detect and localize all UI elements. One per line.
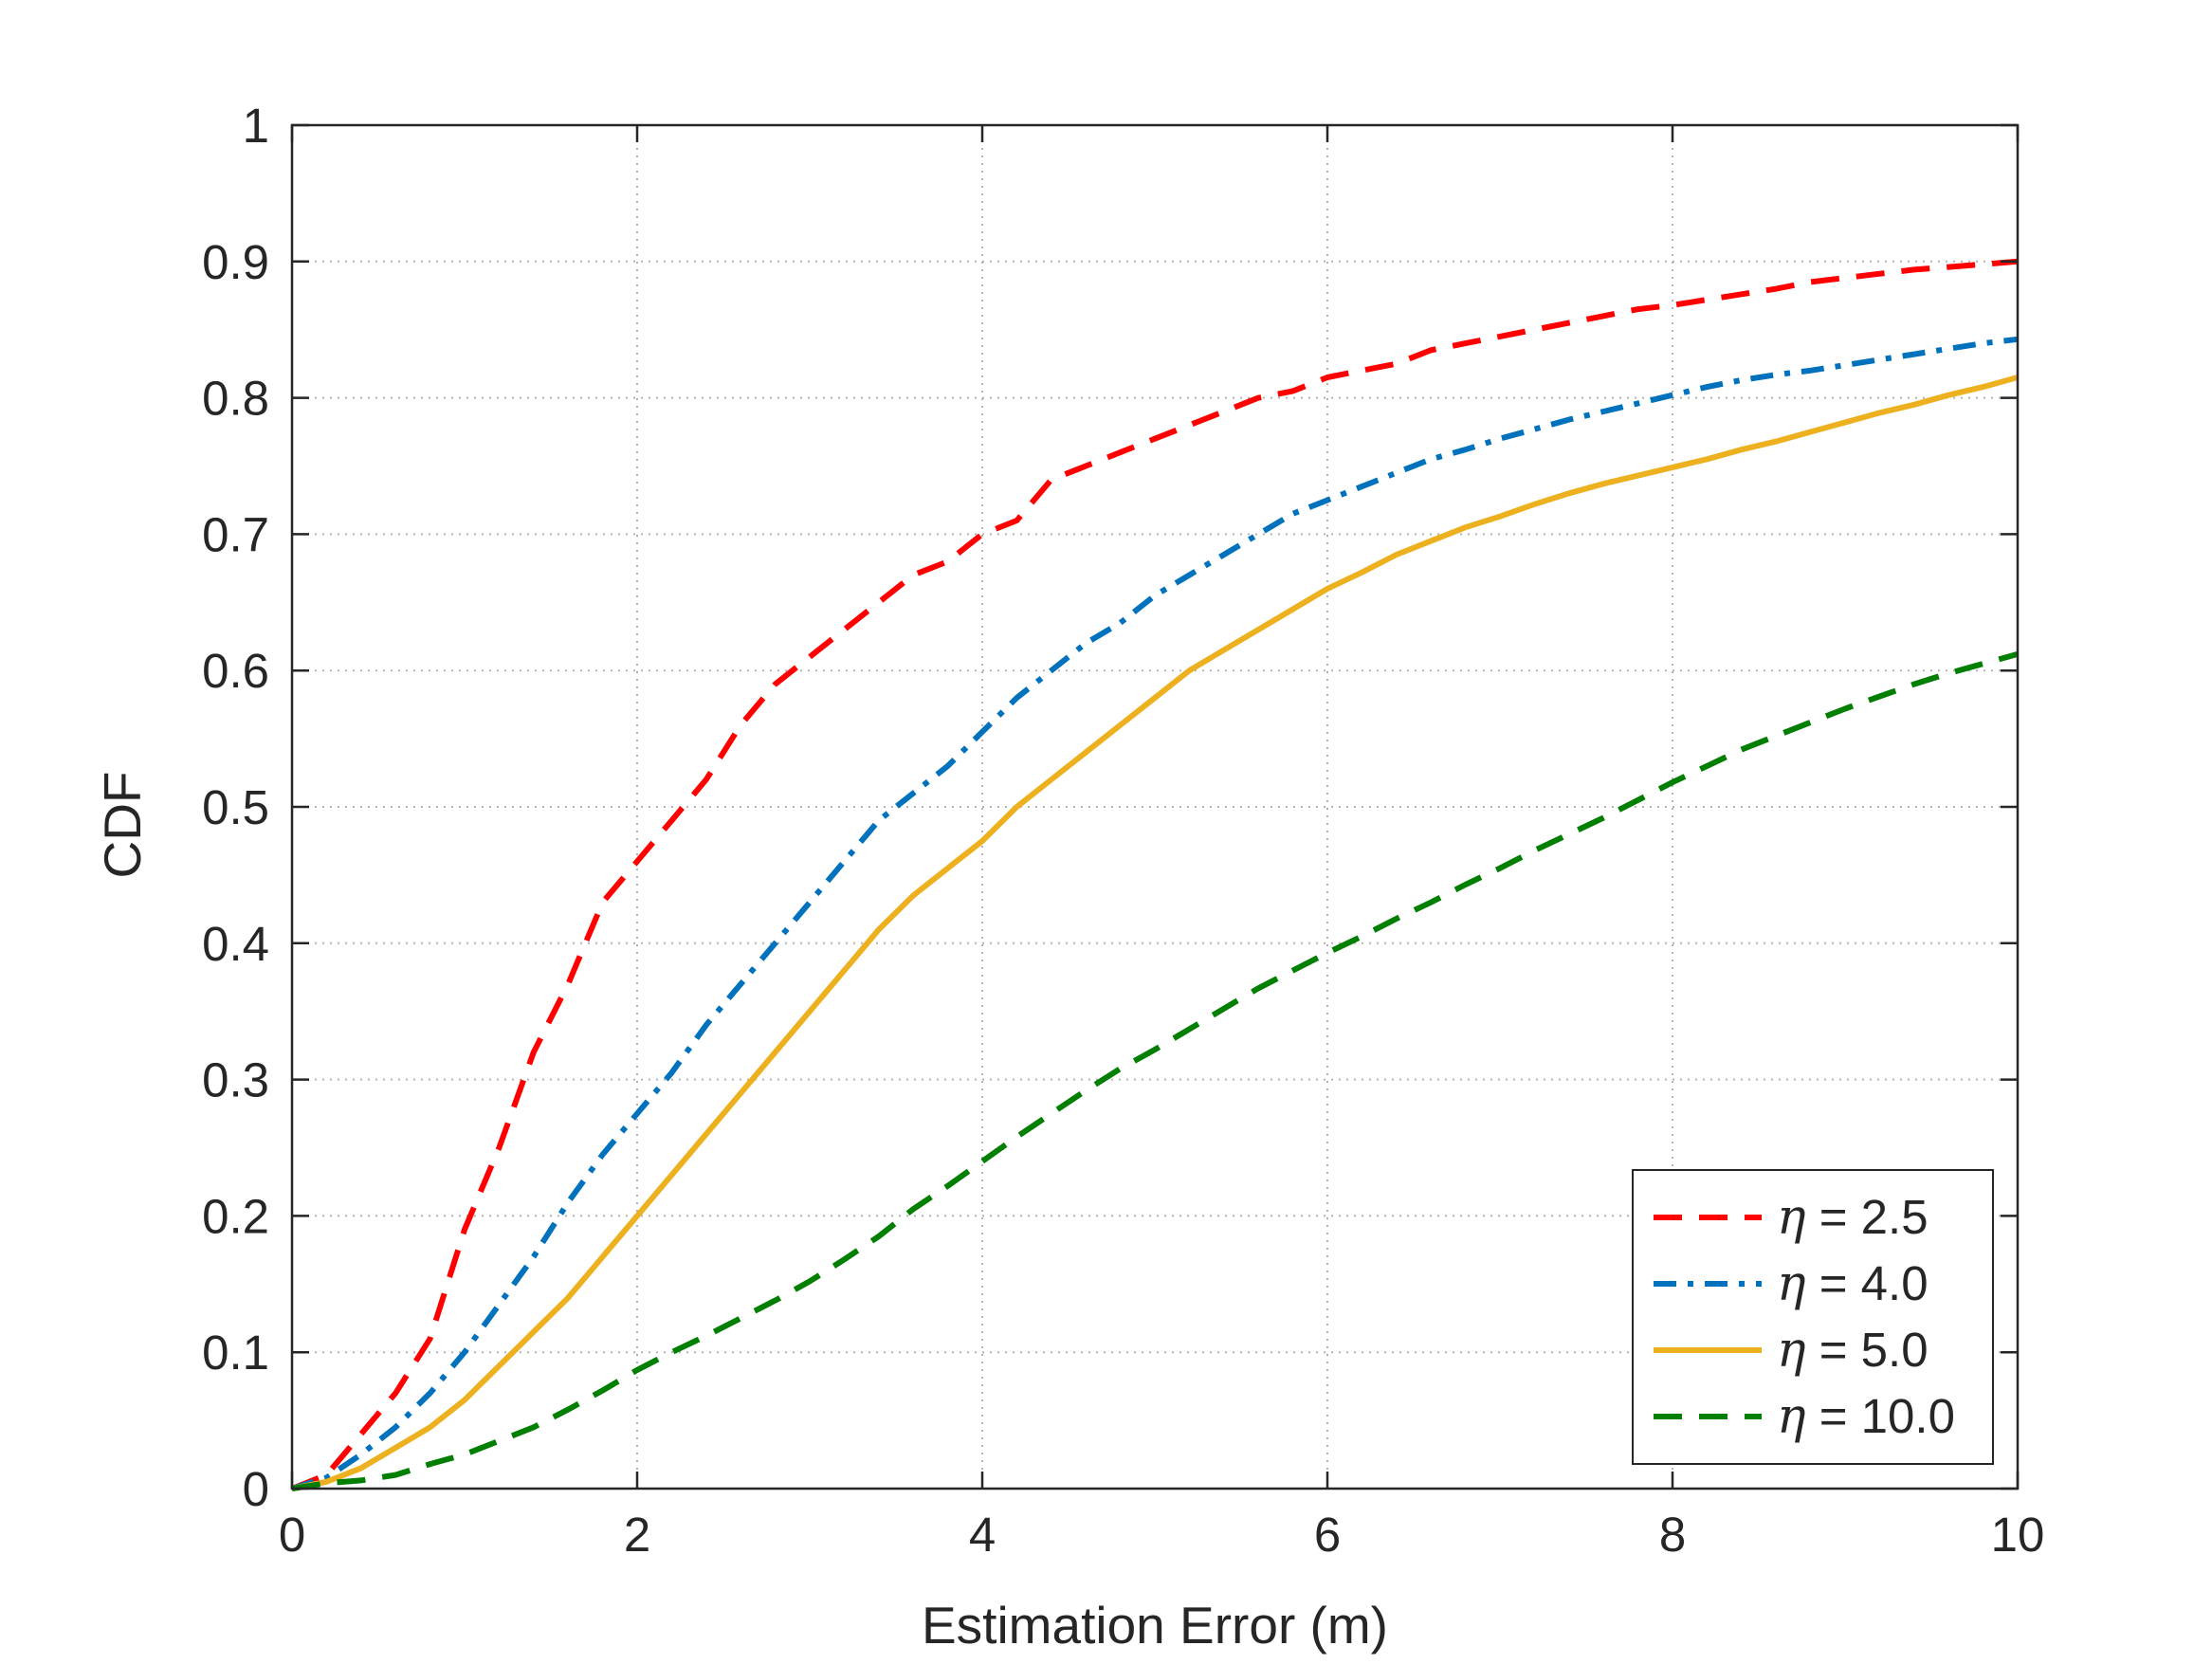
series-lines bbox=[290, 258, 2019, 1491]
x-tick-label: 0 bbox=[279, 1508, 305, 1562]
y-axis-label: CDF bbox=[93, 771, 152, 878]
x-tick-label: 10 bbox=[1991, 1508, 2045, 1562]
x-tick-label: 4 bbox=[969, 1508, 996, 1562]
legend-label-4: η = 10.0 bbox=[1777, 1389, 1955, 1445]
y-tick-label: 0.2 bbox=[202, 1189, 269, 1243]
series-line-2 bbox=[291, 336, 2019, 1491]
x-tick-label: 8 bbox=[1659, 1508, 1686, 1562]
axes bbox=[290, 123, 2020, 1490]
legend-value: = 5.0 bbox=[1806, 1323, 1929, 1377]
legend-value: = 4.0 bbox=[1806, 1256, 1929, 1310]
legend-box bbox=[1632, 1169, 1994, 1465]
y-tick-label: 0.8 bbox=[202, 372, 269, 426]
y-tick-label: 0.1 bbox=[202, 1326, 269, 1380]
y-tick-label: 0.5 bbox=[202, 780, 269, 834]
x-axis-label: Estimation Error (m) bbox=[922, 1596, 1388, 1655]
eta-symbol: η bbox=[1777, 1256, 1806, 1312]
y-tick-label: 0.6 bbox=[202, 644, 269, 698]
y-tick-label: 1 bbox=[243, 99, 269, 153]
series-line-1 bbox=[290, 258, 2019, 1491]
y-tick-label: 0.3 bbox=[202, 1053, 269, 1107]
legend: η = 2.5η = 4.0η = 5.0η = 10.0 bbox=[1632, 1169, 1994, 1465]
legend-label-3: η = 5.0 bbox=[1777, 1323, 1929, 1379]
x-tick-label: 2 bbox=[624, 1508, 650, 1562]
y-tick-label: 0.7 bbox=[202, 507, 269, 561]
eta-symbol: η bbox=[1777, 1389, 1806, 1445]
legend-value: = 10.0 bbox=[1806, 1389, 1955, 1443]
x-tick-label: 6 bbox=[1314, 1508, 1341, 1562]
tick-labels: 0 2 4 6 8 10 0 0.1 0.2 0.3 0.4 0.5 0.6 0.7 0.8 0.9 1 bbox=[202, 99, 2044, 1562]
y-tick-label: 0 bbox=[243, 1462, 269, 1516]
eta-symbol: η bbox=[1777, 1323, 1806, 1379]
y-tick-label: 0.9 bbox=[202, 235, 269, 289]
eta-symbol: η bbox=[1777, 1190, 1806, 1246]
y-tick-label: 0.4 bbox=[202, 917, 269, 971]
legend-label-1: η = 2.5 bbox=[1777, 1190, 1929, 1246]
legend-value: = 2.5 bbox=[1806, 1190, 1929, 1244]
series-line-3 bbox=[291, 375, 2019, 1491]
series-line-4 bbox=[291, 651, 2019, 1491]
legend-label-2: η = 4.0 bbox=[1777, 1256, 1929, 1312]
